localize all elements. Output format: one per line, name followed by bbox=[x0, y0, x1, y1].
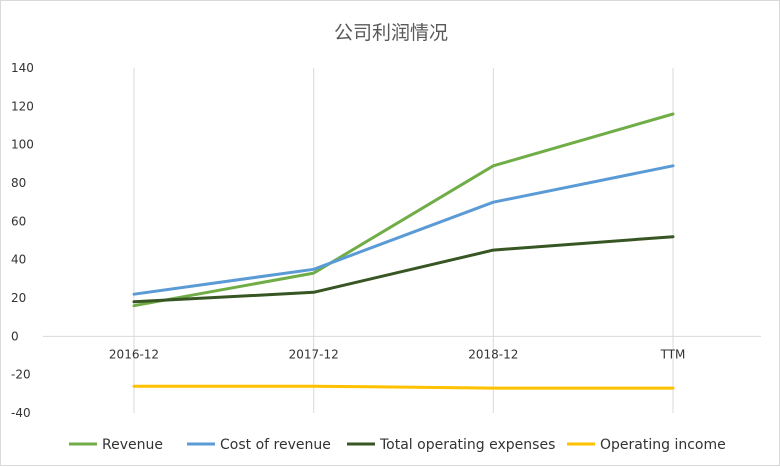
y-tick-label: 40 bbox=[11, 253, 26, 267]
y-tick-label: 20 bbox=[11, 291, 26, 305]
y-tick-label: -40 bbox=[11, 406, 31, 420]
series-line-3 bbox=[132, 384, 675, 390]
series-lines bbox=[132, 112, 675, 390]
y-tick-label: 140 bbox=[11, 61, 34, 75]
legend-label-0: Revenue bbox=[102, 437, 163, 453]
x-tick-label: 2017-12 bbox=[289, 347, 339, 361]
gridlines bbox=[133, 68, 674, 413]
chart-title: 公司利润情况 bbox=[334, 22, 448, 44]
y-tick-label: 100 bbox=[11, 138, 34, 152]
legend: Revenue Cost of revenue Total operating ex… bbox=[69, 437, 726, 453]
x-tick-label: TTM bbox=[660, 347, 686, 361]
legend-label-3: Operating income bbox=[600, 437, 726, 453]
y-tick-label: 60 bbox=[11, 214, 26, 228]
legend-label-1: Cost of revenue bbox=[220, 437, 331, 453]
series-line-1 bbox=[132, 164, 675, 296]
x-tick-label: 2018-12 bbox=[468, 347, 518, 361]
axis: -40 -20 0 20 40 60 80 100 120 140 2016-12 2017-12 20… bbox=[11, 61, 761, 420]
y-tick-label: -20 bbox=[11, 368, 31, 382]
legend-label-2: Total operating expenses bbox=[379, 437, 555, 453]
series-line-0 bbox=[132, 112, 675, 308]
y-tick-label: 0 bbox=[11, 329, 19, 343]
x-tick-label: 2016-12 bbox=[109, 347, 159, 361]
y-tick-label: 120 bbox=[11, 99, 34, 113]
y-tick-label: 80 bbox=[11, 176, 26, 190]
series-line-2 bbox=[132, 235, 675, 304]
